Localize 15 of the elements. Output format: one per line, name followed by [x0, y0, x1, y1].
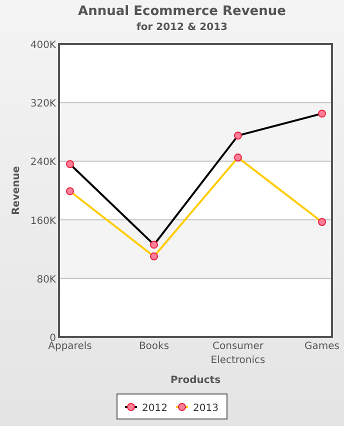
x-tick-label: Games: [304, 341, 340, 352]
chart-subtitle: for 2012 & 2013: [136, 22, 228, 33]
x-axis-title: Products: [170, 375, 221, 386]
x-tick-label: Consumer Electronics: [210, 341, 266, 366]
y-tick-label: 160K: [30, 216, 56, 227]
legend-label: 2012: [142, 403, 168, 414]
x-tick-label: Apparels: [48, 341, 92, 352]
y-axis-title: Revenue: [11, 166, 22, 215]
legend-label: 2013: [193, 403, 218, 414]
x-tick-label: Books: [138, 341, 170, 352]
y-tick-label: 240K: [30, 157, 56, 168]
y-tick-label: 320K: [30, 98, 56, 110]
y-tick-label: 400K: [30, 40, 56, 51]
y-tick-label: 80K: [36, 274, 56, 286]
chart-title: Annual Ecommerce Revenue: [78, 4, 286, 19]
